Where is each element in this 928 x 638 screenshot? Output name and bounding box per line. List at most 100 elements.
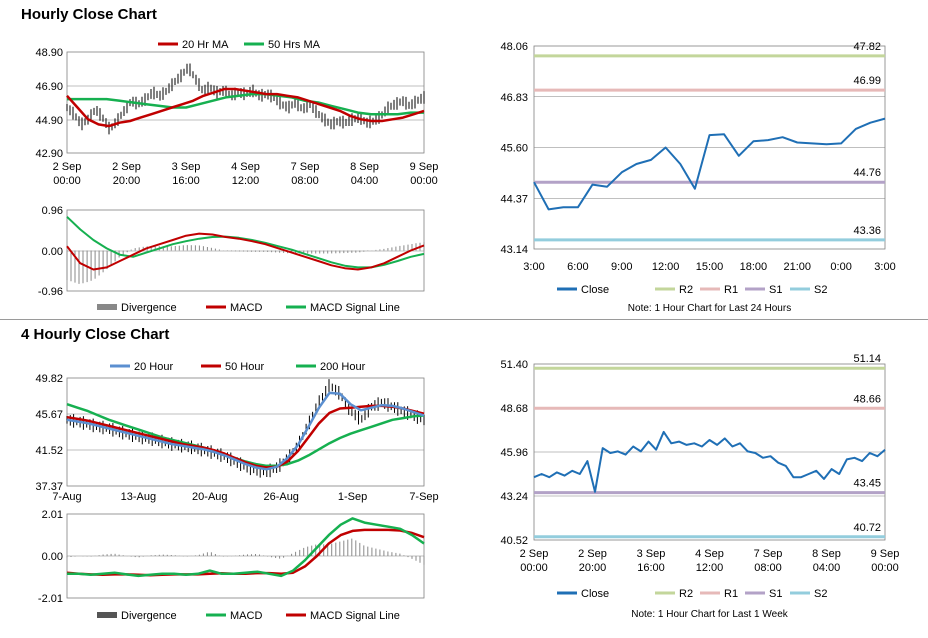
four-hourly-price-xtick-2: 20-Aug bbox=[192, 491, 227, 503]
hourly-close-xtick-6: 21:00 bbox=[783, 261, 811, 273]
hourly-close-ytick-1: 46.83 bbox=[500, 92, 528, 104]
hourly-price-legend-1-label: 50 Hrs MA bbox=[268, 39, 321, 51]
hourly-close-xtick-1: 6:00 bbox=[567, 261, 588, 273]
hourly-ma20-line bbox=[66, 87, 425, 128]
four-hourly-close-level-label-s1: 43.45 bbox=[853, 478, 881, 490]
four-hourly-price-chart: 49.82 45.67 41.52 37.377-Aug 13-Aug 20-Aug 26-… bbox=[35, 361, 438, 503]
four-hourly-close-legend-2-label: R1 bbox=[724, 588, 738, 600]
four-hourly-price-legend-2-label: 200 Hour bbox=[320, 361, 366, 373]
hourly-macd-ytick-0: 0.96 bbox=[42, 205, 63, 217]
hourly-price-xtick-5-a: 8 Sep bbox=[350, 161, 379, 173]
four-hourly-close-xtick-3-a: 4 Sep bbox=[695, 548, 724, 560]
four-hourly-price-legend-0-label: 20 Hour bbox=[134, 361, 173, 373]
hourly-price-legend-0-label: 20 Hr MA bbox=[182, 39, 229, 51]
four-hourly-close-xtick-5-a: 8 Sep bbox=[812, 548, 841, 560]
hourly-price-xtick-3-a: 4 Sep bbox=[231, 161, 260, 173]
hourly-price-xtick-1-b: 20:00 bbox=[113, 175, 141, 187]
four-hourly-price-ytick-1: 45.67 bbox=[35, 409, 63, 421]
four-hourly-close-level-label-s2: 40.72 bbox=[853, 522, 881, 534]
four-hourly-price-xtick-1: 13-Aug bbox=[121, 491, 156, 503]
four-hourly-price-ytick-2: 41.52 bbox=[35, 445, 63, 457]
hourly-price-xtick-4-a: 7 Sep bbox=[291, 161, 320, 173]
four-hourly-macd-legend-0-swatch bbox=[97, 612, 117, 618]
hourly-close-legend-2-label: R1 bbox=[724, 284, 738, 296]
four-hourly-close-ytick-4: 40.52 bbox=[500, 535, 528, 547]
four-hourly-close-xtick-2-a: 3 Sep bbox=[637, 548, 666, 560]
hourly-close-xtick-0: 3:00 bbox=[523, 261, 544, 273]
four-hourly-price-legend-1-label: 50 Hour bbox=[225, 361, 264, 373]
hourly-macd-legend-1-label: MACD bbox=[230, 302, 262, 314]
four-hourly-close-xtick-0-b: 00:00 bbox=[520, 562, 548, 574]
four-hourly-close-note: Note: 1 Hour Chart for Last 1 Week bbox=[631, 609, 789, 620]
hourly-section-title: Hourly Close Chart bbox=[21, 6, 157, 23]
four-hourly-price-xtick-4: 1-Sep bbox=[338, 491, 367, 503]
hourly-macd-signal-line bbox=[66, 216, 425, 269]
hourly-macd-legend-0-label: Divergence bbox=[121, 302, 177, 314]
four-hourly-close-legend-0-label: Close bbox=[581, 588, 609, 600]
four-hourly-section-title: 4 Hourly Close Chart bbox=[21, 326, 170, 343]
hourly-price-xtick-2-b: 16:00 bbox=[172, 175, 200, 187]
hourly-price-ytick-3: 42.90 bbox=[35, 148, 63, 160]
hourly-macd-legend-2-label: MACD Signal Line bbox=[310, 302, 400, 314]
hourly-price-xtick-0-a: 2 Sep bbox=[53, 161, 82, 173]
four-hourly-close-xtick-6-a: 9 Sep bbox=[871, 548, 900, 560]
hourly-close-level-label-r2: 47.82 bbox=[853, 41, 881, 53]
four-hourly-close-legend-3-label: S1 bbox=[769, 588, 782, 600]
hourly-close-legend-3-label: S1 bbox=[769, 284, 782, 296]
four-hourly-close-ytick-3: 43.24 bbox=[500, 491, 528, 503]
four-hourly-price-xtick-3: 26-Aug bbox=[263, 491, 298, 503]
hourly-price-xtick-4-b: 08:00 bbox=[291, 175, 319, 187]
four-hourly-close-xtick-2-b: 16:00 bbox=[637, 562, 665, 574]
hourly-close-xtick-3: 12:00 bbox=[652, 261, 680, 273]
hourly-macd-frame bbox=[66, 209, 425, 292]
hourly-close-close-line bbox=[533, 117, 886, 211]
four-hourly-close-close-line bbox=[533, 430, 886, 493]
four-hourly-close-xtick-3-b: 12:00 bbox=[696, 562, 724, 574]
hourly-close-note: Note: 1 Hour Chart for Last 24 Hours bbox=[628, 303, 791, 314]
hourly-close-xtick-4: 15:00 bbox=[696, 261, 724, 273]
hourly-close-24h-chart: 48.06 46.83 45.60 44.37 43.14 47.82 46.99 44.76… bbox=[500, 41, 895, 314]
four-hourly-close-xtick-1-b: 20:00 bbox=[579, 562, 607, 574]
hourly-price-frame bbox=[66, 51, 425, 154]
hourly-macd-line bbox=[66, 232, 425, 271]
four-hourly-close-xtick-4-a: 7 Sep bbox=[754, 548, 783, 560]
four-hourly-macd-ytick-2: -2.01 bbox=[38, 593, 63, 605]
four-hourly-close-xtick-4-b: 08:00 bbox=[754, 562, 782, 574]
four-hourly-price-xtick-0: 7-Aug bbox=[52, 491, 81, 503]
four-hourly-macd-legend-2-label: MACD Signal Line bbox=[310, 610, 400, 622]
hourly-price-xtick-1-a: 2 Sep bbox=[112, 161, 141, 173]
four-hourly-close-xtick-5-b: 04:00 bbox=[813, 562, 841, 574]
hourly-price-ytick-0: 48.90 bbox=[35, 47, 63, 59]
four-hourly-price-xtick-5: 7-Sep bbox=[409, 491, 438, 503]
four-hourly-price-ytick-3: 37.37 bbox=[35, 481, 63, 493]
four-hourly-macd-ytick-1: 0.00 bbox=[42, 551, 63, 563]
hourly-macd-ytick-1: 0.00 bbox=[42, 246, 63, 258]
four-hourly-close-ytick-2: 45.96 bbox=[500, 447, 528, 459]
hourly-close-ytick-3: 44.37 bbox=[500, 193, 528, 205]
hourly-macd-ytick-2: -0.96 bbox=[38, 286, 63, 298]
hourly-price-xtick-6-b: 00:00 bbox=[410, 175, 438, 187]
hourly-close-xtick-8: 3:00 bbox=[874, 261, 895, 273]
hourly-price-xtick-6-a: 9 Sep bbox=[410, 161, 439, 173]
four-hourly-ma20-line bbox=[66, 391, 425, 471]
four-hourly-close-ytick-0: 51.40 bbox=[500, 359, 528, 371]
four-hourly-macd-ytick-0: 2.01 bbox=[42, 509, 63, 521]
four-hourly-macd-legend-0-label: Divergence bbox=[121, 610, 177, 622]
hourly-close-ytick-2: 45.60 bbox=[500, 143, 528, 155]
four-hourly-macd-legend-1-label: MACD bbox=[230, 610, 262, 622]
four-hourly-price-ytick-0: 49.82 bbox=[35, 373, 63, 385]
four-hourly-close-xtick-1-a: 2 Sep bbox=[578, 548, 607, 560]
four-hourly-close-legend-4-label: S2 bbox=[814, 588, 827, 600]
hourly-close-xtick-5: 18:00 bbox=[740, 261, 768, 273]
hourly-price-xtick-5-b: 04:00 bbox=[351, 175, 379, 187]
four-hourly-close-level-label-r2: 51.14 bbox=[853, 353, 881, 365]
hourly-price-xtick-2-a: 3 Sep bbox=[172, 161, 201, 173]
hourly-close-ytick-0: 48.06 bbox=[500, 41, 528, 53]
four-hourly-close-xtick-0-a: 2 Sep bbox=[520, 548, 549, 560]
hourly-close-legend-4-label: S2 bbox=[814, 284, 827, 296]
hourly-close-xtick-7: 0:00 bbox=[830, 261, 851, 273]
four-hourly-close-ytick-1: 48.68 bbox=[500, 403, 528, 415]
hourly-ma50-line bbox=[67, 92, 424, 116]
